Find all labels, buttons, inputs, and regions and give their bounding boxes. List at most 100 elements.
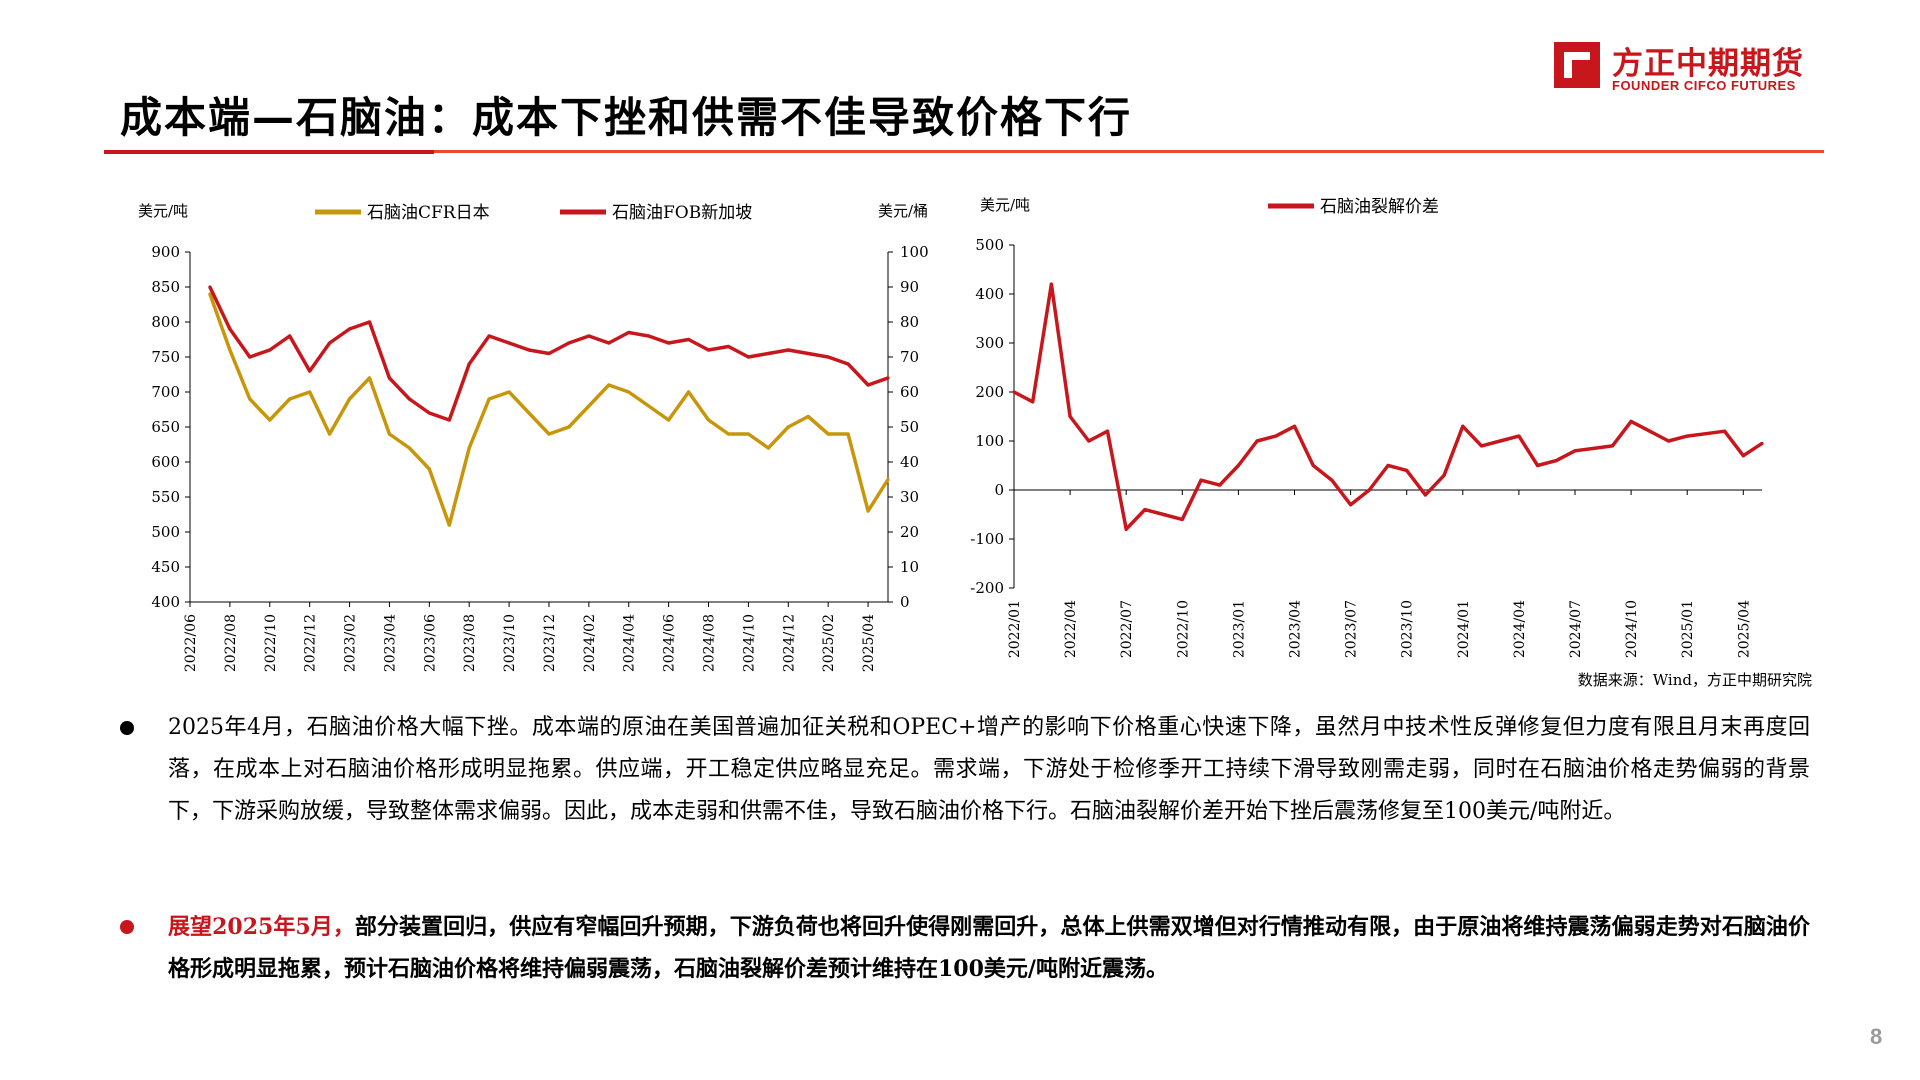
series-1-point bbox=[1292, 424, 1297, 428]
series-1-point bbox=[607, 383, 611, 387]
series-1-point bbox=[1479, 444, 1484, 448]
x-tick-label: 2025/04 bbox=[861, 614, 877, 672]
legend-label-1: 石脑油CFR日本 bbox=[367, 203, 490, 223]
bullet-dot-icon bbox=[120, 721, 134, 735]
data-source-note: 数据来源：Wind，方正中期研究院 bbox=[1577, 671, 1812, 689]
y-tick-label: 650 bbox=[151, 418, 180, 436]
bullet-outlook: 展望2025年5月，部分装置回归，供应有窄幅回升预期，下游负荷也将回升使得刚需回… bbox=[120, 906, 1810, 990]
series-1-point bbox=[527, 411, 531, 415]
x-tick-label: 2023/04 bbox=[382, 614, 398, 672]
series-2-point bbox=[587, 334, 591, 338]
series-1-point bbox=[1517, 434, 1521, 438]
x-tick-label: 2024/01 bbox=[1456, 600, 1472, 658]
x-tick-label: 2022/10 bbox=[1175, 600, 1191, 658]
series-1-point bbox=[208, 292, 212, 296]
x-tick-label: 2024/02 bbox=[582, 614, 598, 672]
legend-label-1: 石脑油裂解价差 bbox=[1320, 197, 1439, 217]
y-tick-label: 400 bbox=[151, 593, 180, 611]
y-tick-label: 500 bbox=[151, 523, 180, 541]
series-1-point bbox=[1124, 527, 1128, 531]
series-1-point bbox=[1049, 282, 1053, 286]
series-2-point bbox=[706, 348, 711, 352]
series-1-point bbox=[1573, 449, 1577, 453]
x-tick-label: 2024/07 bbox=[1568, 600, 1584, 658]
y-tick-label: 800 bbox=[151, 313, 180, 331]
x-tick-label: 2024/04 bbox=[1512, 600, 1528, 658]
series-1-point bbox=[1423, 493, 1427, 497]
y2-tick-label: 20 bbox=[900, 523, 919, 541]
bullet-dot-icon bbox=[120, 920, 134, 934]
series-1-point bbox=[587, 404, 591, 408]
series-1-point bbox=[347, 397, 352, 401]
series-1-point bbox=[1255, 439, 1259, 443]
y-tick-label: -200 bbox=[970, 579, 1004, 597]
company-logo: 方正中期期货 FOUNDER CIFCO FUTURES bbox=[1554, 38, 1834, 98]
logo-mark-icon bbox=[1554, 42, 1600, 88]
series-2-point bbox=[208, 285, 212, 289]
series-1-point bbox=[1311, 463, 1315, 468]
series-1-point bbox=[1386, 463, 1390, 468]
y2-tick-label: 30 bbox=[900, 488, 919, 506]
logo-text-en: FOUNDER CIFCO FUTURES bbox=[1612, 78, 1796, 93]
series-1-point bbox=[766, 446, 770, 450]
series-1-point bbox=[447, 523, 451, 527]
series-1-point bbox=[1105, 429, 1110, 433]
x-tick-label: 2022/07 bbox=[1119, 600, 1135, 658]
series-2-point bbox=[347, 327, 352, 331]
series-2-point bbox=[866, 383, 870, 387]
series-2-point bbox=[726, 344, 731, 349]
series-1-point bbox=[1498, 439, 1502, 443]
y-tick-label: 100 bbox=[975, 432, 1004, 450]
x-tick-label: 2022/04 bbox=[1063, 600, 1079, 658]
y2-tick-label: 40 bbox=[900, 453, 919, 471]
y2-tick-label: 90 bbox=[900, 278, 919, 296]
x-tick-label: 2023/04 bbox=[1288, 600, 1304, 658]
series-1-point bbox=[1180, 517, 1184, 521]
page-title: 成本端—石脑油：成本下挫和供需不佳导致价格下行 bbox=[120, 93, 1133, 142]
series-1-point bbox=[367, 376, 372, 380]
y2-tick-label: 70 bbox=[900, 348, 919, 366]
y2-tick-label: 60 bbox=[900, 383, 919, 401]
x-tick-label: 2023/08 bbox=[462, 614, 478, 672]
series-1-point bbox=[686, 390, 691, 394]
y-tick-label: 700 bbox=[151, 383, 180, 401]
series-1-point bbox=[1143, 508, 1147, 512]
series-1-point bbox=[1012, 390, 1016, 394]
series-2-point bbox=[407, 397, 411, 401]
series-2-point bbox=[527, 348, 531, 352]
x-tick-label: 2023/06 bbox=[422, 614, 438, 672]
x-tick-label: 2024/10 bbox=[741, 614, 757, 672]
series-line-1 bbox=[208, 293, 890, 527]
y-tick-label: -100 bbox=[970, 530, 1004, 548]
series-2-point bbox=[248, 355, 252, 359]
series-1-point bbox=[647, 404, 651, 408]
series-2-point bbox=[228, 327, 232, 331]
series-1-point bbox=[1610, 444, 1614, 448]
x-tick-label: 2023/10 bbox=[1400, 600, 1416, 658]
left-unit-label: 美元/吨 bbox=[980, 196, 1030, 214]
y-tick-label: 300 bbox=[975, 334, 1004, 352]
series-1-point bbox=[1629, 419, 1633, 423]
series-2-point bbox=[467, 362, 471, 366]
series-1-point bbox=[1031, 400, 1035, 404]
y-tick-label: 500 bbox=[975, 236, 1004, 254]
x-tick-label: 2024/12 bbox=[781, 614, 797, 672]
series-1-point bbox=[1405, 468, 1409, 472]
series-1-point bbox=[806, 414, 810, 419]
series-1-point bbox=[1068, 414, 1072, 419]
outlook-body: 部分装置回归，供应有窄幅回升预期，下游负荷也将回升使得刚需回升，总体上供需双增但… bbox=[168, 914, 1810, 982]
series-1-point bbox=[1685, 434, 1689, 438]
series-2-point bbox=[846, 362, 850, 366]
y2-tick-label: 10 bbox=[900, 558, 919, 576]
series-2-point bbox=[627, 330, 631, 335]
x-tick-label: 2024/08 bbox=[702, 614, 718, 672]
series-1-point bbox=[886, 477, 890, 482]
x-tick-label: 2023/02 bbox=[343, 614, 359, 672]
series-2-point bbox=[686, 337, 691, 342]
y-tick-label: 0 bbox=[994, 481, 1004, 499]
series-1-point bbox=[1274, 434, 1278, 438]
x-tick-label: 2023/10 bbox=[502, 614, 518, 672]
series-1-point bbox=[1162, 512, 1166, 517]
y-tick-label: 400 bbox=[975, 285, 1004, 303]
series-1-point bbox=[1367, 488, 1371, 492]
